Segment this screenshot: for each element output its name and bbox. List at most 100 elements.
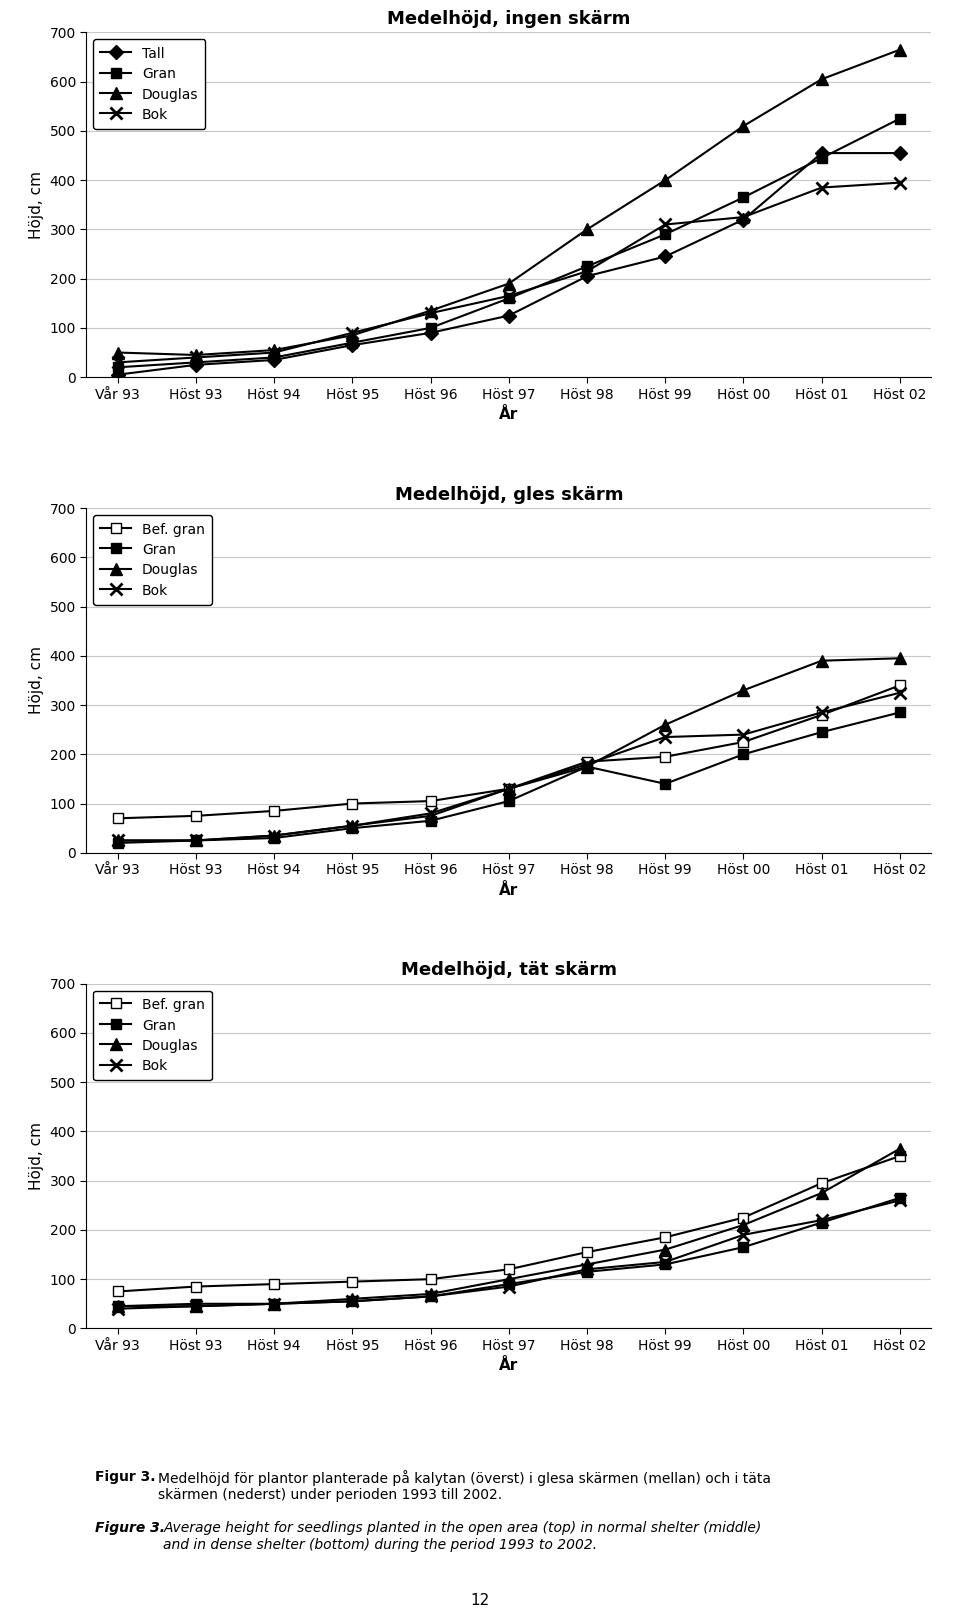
Douglas	[660, 1240, 671, 1260]
Title: Medelhöjd, tät skärm: Medelhöjd, tät skärm	[400, 961, 616, 979]
Gran	[190, 1294, 202, 1313]
Line: Douglas: Douglas	[112, 653, 905, 846]
Bef. gran	[347, 1272, 358, 1292]
Gran	[190, 353, 202, 373]
Gran	[269, 349, 280, 368]
Tall	[269, 350, 280, 370]
Bef. gran	[190, 1277, 202, 1297]
Douglas	[112, 342, 124, 361]
Douglas	[660, 715, 671, 734]
Gran	[112, 833, 124, 853]
Douglas	[660, 170, 671, 190]
Line: Bef. gran: Bef. gran	[113, 681, 904, 823]
Douglas	[503, 274, 515, 293]
Gran	[425, 1287, 437, 1307]
Bok	[503, 780, 515, 799]
Bef. gran	[737, 1208, 749, 1227]
Bef. gran	[660, 747, 671, 767]
Bef. gran	[112, 809, 124, 828]
Bok	[581, 1260, 592, 1279]
Tall	[425, 323, 437, 342]
Bok	[112, 353, 124, 373]
Gran	[737, 188, 749, 207]
Douglas	[425, 1284, 437, 1303]
Bok	[347, 1292, 358, 1311]
Bok	[581, 754, 592, 773]
Douglas	[269, 1294, 280, 1313]
Gran	[347, 1292, 358, 1311]
Gran	[112, 1297, 124, 1316]
Line: Bef. gran: Bef. gran	[113, 1151, 904, 1297]
Text: Figure 3.: Figure 3.	[95, 1522, 165, 1535]
Gran	[581, 256, 592, 276]
Text: Medelhöjd för plantor planterade på kalytan (överst) i glesa skärmen (mellan) oc: Medelhöjd för plantor planterade på kaly…	[158, 1470, 771, 1501]
Gran	[660, 775, 671, 794]
Line: Bok: Bok	[112, 1195, 905, 1315]
Bef. gran	[581, 1242, 592, 1261]
Tall	[190, 355, 202, 374]
Douglas	[347, 815, 358, 835]
Y-axis label: Höjd, cm: Höjd, cm	[29, 170, 44, 238]
Y-axis label: Höjd, cm: Höjd, cm	[29, 1122, 44, 1190]
Gran	[269, 1294, 280, 1313]
Bok	[660, 1251, 671, 1271]
Bok	[816, 1211, 828, 1230]
Bok	[269, 342, 280, 361]
Bok	[425, 1287, 437, 1307]
Bef. gran	[425, 1269, 437, 1289]
Bok	[503, 287, 515, 306]
Gran	[894, 702, 905, 721]
Gran	[503, 791, 515, 810]
Bok	[816, 702, 828, 721]
Bok	[425, 303, 437, 323]
Gran	[269, 828, 280, 848]
Douglas	[269, 825, 280, 845]
Douglas	[112, 830, 124, 849]
Douglas	[581, 757, 592, 776]
Line: Douglas: Douglas	[112, 1143, 905, 1311]
Legend: Bef. gran, Gran, Douglas, Bok: Bef. gran, Gran, Douglas, Bok	[93, 990, 212, 1081]
Gran	[737, 744, 749, 763]
Gran	[503, 1274, 515, 1294]
Bok	[503, 1277, 515, 1297]
Bok	[425, 804, 437, 823]
Gran	[425, 318, 437, 337]
Douglas	[581, 220, 592, 240]
Douglas	[425, 806, 437, 825]
Bok	[112, 1298, 124, 1318]
Bef. gran	[816, 705, 828, 725]
Line: Gran: Gran	[113, 113, 904, 373]
Douglas	[503, 1269, 515, 1289]
Title: Medelhöjd, gles skärm: Medelhöjd, gles skärm	[395, 486, 623, 504]
Y-axis label: Höjd, cm: Höjd, cm	[29, 647, 44, 715]
Douglas	[347, 326, 358, 345]
Bef. gran	[894, 1146, 905, 1165]
Bok	[190, 830, 202, 849]
Bef. gran	[581, 752, 592, 772]
Bok	[660, 728, 671, 747]
Line: Tall: Tall	[113, 148, 904, 379]
Bok	[269, 1294, 280, 1313]
Text: 12: 12	[470, 1593, 490, 1608]
Bok	[347, 815, 358, 835]
Douglas	[737, 681, 749, 700]
Gran	[581, 1263, 592, 1282]
Gran	[894, 109, 905, 128]
Bok	[347, 323, 358, 342]
Gran	[347, 819, 358, 838]
Tall	[581, 266, 592, 285]
Douglas	[894, 648, 905, 668]
Bef. gran	[190, 806, 202, 825]
Gran	[816, 148, 828, 167]
Douglas	[425, 302, 437, 321]
Douglas	[347, 1289, 358, 1308]
Line: Gran: Gran	[113, 707, 904, 848]
Bok	[190, 349, 202, 368]
Bok	[581, 261, 592, 280]
Bef. gran	[347, 794, 358, 814]
Bok	[894, 1191, 905, 1211]
Bef. gran	[112, 1282, 124, 1302]
Bok	[894, 682, 905, 702]
Douglas	[190, 345, 202, 365]
Text: Figur 3.: Figur 3.	[95, 1470, 156, 1483]
